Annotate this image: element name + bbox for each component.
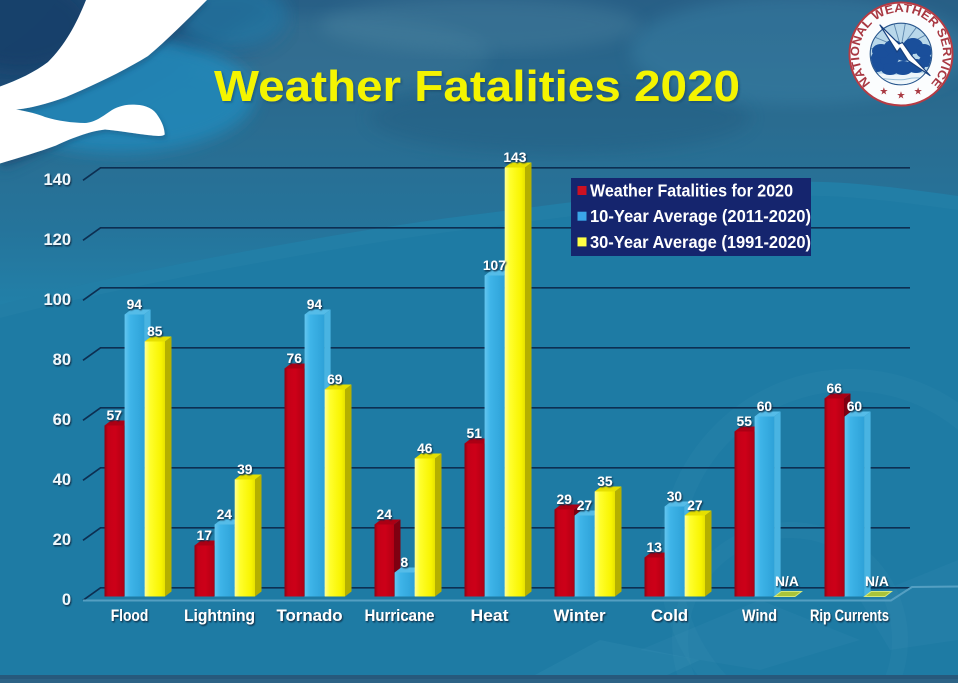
svg-text:Lightning: Lightning: [184, 607, 255, 625]
svg-text:Wind: Wind: [742, 607, 777, 625]
svg-text:94: 94: [307, 297, 323, 312]
svg-text:100: 100: [43, 291, 71, 309]
svg-text:13: 13: [647, 540, 663, 555]
svg-text:140: 140: [43, 171, 71, 189]
svg-text:Weather Fatalities for 2020: Weather Fatalities for 2020: [590, 181, 793, 201]
svg-text:35: 35: [597, 474, 613, 489]
svg-text:85: 85: [147, 324, 163, 339]
svg-text:8: 8: [401, 555, 409, 570]
svg-text:143: 143: [503, 150, 526, 165]
svg-text:29: 29: [557, 492, 573, 507]
svg-text:60: 60: [757, 399, 773, 414]
svg-text:39: 39: [237, 462, 253, 477]
svg-text:80: 80: [53, 351, 71, 369]
svg-text:69: 69: [327, 372, 343, 387]
svg-text:46: 46: [417, 441, 433, 456]
svg-text:51: 51: [467, 426, 483, 441]
svg-text:57: 57: [107, 408, 123, 423]
svg-text:★: ★: [879, 87, 888, 98]
svg-text:60: 60: [53, 411, 71, 429]
svg-text:40: 40: [53, 471, 71, 489]
svg-text:Heat: Heat: [471, 607, 510, 625]
svg-text:Flood: Flood: [111, 607, 149, 625]
svg-text:30-Year Average (1991-2020): 30-Year Average (1991-2020): [590, 232, 811, 252]
svg-text:Hurricane: Hurricane: [365, 607, 435, 625]
svg-text:★: ★: [897, 90, 906, 101]
svg-text:55: 55: [737, 414, 753, 429]
svg-text:24: 24: [377, 507, 393, 522]
svg-text:60: 60: [847, 399, 863, 414]
svg-text:66: 66: [827, 381, 843, 396]
svg-text:0: 0: [62, 591, 71, 609]
svg-text:Weather Fatalities 2020: Weather Fatalities 2020: [214, 63, 740, 111]
svg-text:Cold: Cold: [651, 607, 688, 625]
svg-text:20: 20: [53, 531, 71, 549]
svg-text:10-Year Average (2011-2020): 10-Year Average (2011-2020): [590, 206, 811, 226]
svg-text:27: 27: [577, 498, 593, 513]
svg-text:30: 30: [667, 489, 683, 504]
svg-text:Tornado: Tornado: [277, 607, 343, 625]
svg-text:N/A: N/A: [775, 574, 799, 589]
svg-text:Winter: Winter: [554, 607, 607, 625]
svg-text:120: 120: [43, 231, 71, 249]
svg-text:17: 17: [197, 528, 213, 543]
svg-text:24: 24: [217, 507, 233, 522]
svg-text:★: ★: [914, 87, 923, 98]
svg-text:N/A: N/A: [865, 574, 889, 589]
svg-text:Rip Currents: Rip Currents: [810, 607, 889, 625]
svg-text:27: 27: [687, 498, 703, 513]
svg-text:107: 107: [483, 258, 506, 273]
svg-text:76: 76: [287, 351, 303, 366]
svg-text:94: 94: [127, 297, 143, 312]
